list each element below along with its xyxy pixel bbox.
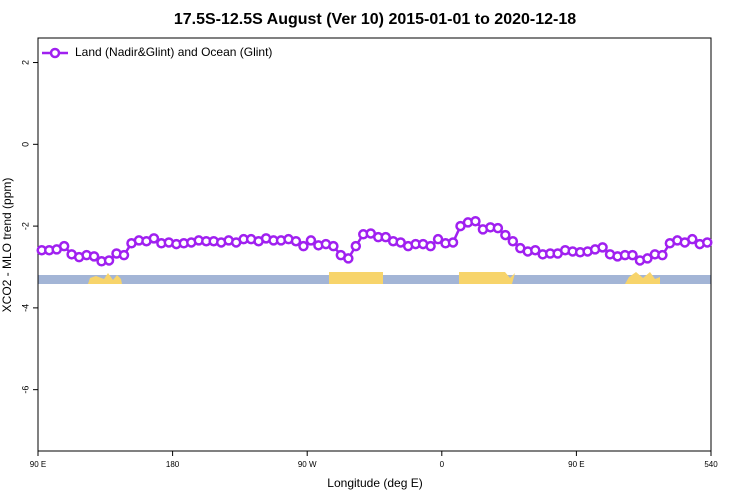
y-tick-label: 0 bbox=[20, 142, 30, 147]
land-strip bbox=[88, 273, 122, 284]
data-point bbox=[328, 240, 339, 252]
x-tick-label: 90 W bbox=[298, 460, 317, 469]
land-strip bbox=[459, 272, 515, 284]
x-tick-label: 90 E bbox=[30, 460, 46, 469]
data-point bbox=[425, 240, 436, 252]
legend-marker bbox=[49, 47, 61, 59]
data-point bbox=[500, 229, 511, 241]
x-tick-label: 90 E bbox=[568, 460, 584, 469]
surface-mask bbox=[38, 272, 711, 284]
chart-title: 17.5S-12.5S August (Ver 10) 2015-01-01 t… bbox=[174, 11, 576, 28]
y-tick-label: -6 bbox=[20, 386, 30, 394]
y-tick-label: -2 bbox=[20, 222, 30, 230]
data-point bbox=[432, 233, 444, 245]
data-point bbox=[687, 233, 698, 245]
data-point bbox=[530, 244, 541, 256]
data-point bbox=[350, 240, 362, 252]
data-point bbox=[597, 242, 608, 253]
data-point bbox=[103, 255, 115, 266]
data-point bbox=[148, 233, 160, 244]
y-tick-label: -4 bbox=[20, 304, 30, 312]
data-point bbox=[447, 237, 459, 248]
x-tick-label: 0 bbox=[440, 460, 445, 469]
x-axis-label: Longitude (deg E) bbox=[327, 476, 422, 490]
x-tick-label: 540 bbox=[704, 460, 718, 469]
data-point bbox=[470, 215, 481, 227]
data-point bbox=[343, 253, 354, 264]
data-point bbox=[88, 251, 100, 262]
land-strip bbox=[329, 272, 383, 284]
data-point bbox=[118, 249, 130, 261]
data-point bbox=[642, 253, 653, 264]
y-tick-label: 2 bbox=[20, 60, 30, 65]
x-tick-label: 180 bbox=[166, 460, 180, 469]
data-point bbox=[657, 249, 668, 261]
land-strip bbox=[625, 272, 660, 284]
data-point bbox=[627, 249, 638, 261]
data-point bbox=[702, 237, 713, 248]
legend-label: Land (Nadir&Glint) and Ocean (Glint) bbox=[75, 45, 272, 59]
data-point bbox=[492, 222, 504, 234]
data-point bbox=[380, 231, 391, 243]
data-point bbox=[507, 235, 519, 247]
data-point bbox=[58, 240, 70, 252]
y-axis-label: XCO2 - MLO trend (ppm) bbox=[0, 178, 14, 313]
data-point bbox=[298, 240, 309, 252]
data-point bbox=[290, 235, 302, 247]
data-point bbox=[305, 235, 317, 246]
